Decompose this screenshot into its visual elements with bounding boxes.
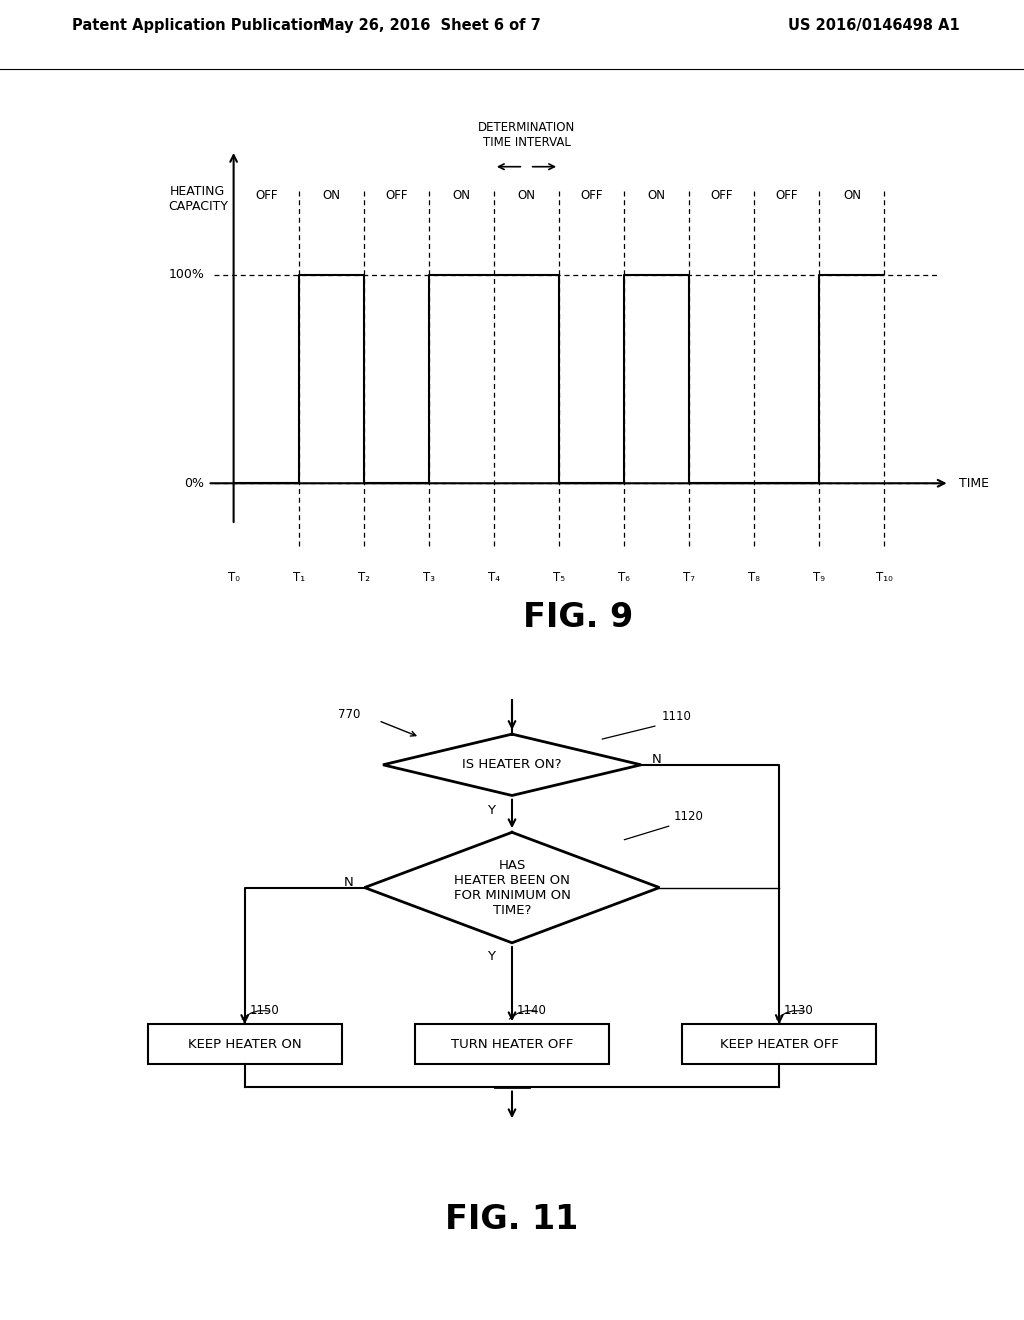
Text: TIME: TIME xyxy=(959,477,989,490)
Text: OFF: OFF xyxy=(581,189,603,202)
Text: T₇: T₇ xyxy=(683,570,695,583)
Text: May 26, 2016  Sheet 6 of 7: May 26, 2016 Sheet 6 of 7 xyxy=(319,18,541,33)
Text: N: N xyxy=(344,876,353,890)
Text: Patent Application Publication: Patent Application Publication xyxy=(72,18,324,33)
Text: T₀: T₀ xyxy=(227,570,240,583)
Text: ON: ON xyxy=(647,189,666,202)
Text: T₅: T₅ xyxy=(553,570,565,583)
Text: 770: 770 xyxy=(338,708,360,721)
Text: Y: Y xyxy=(487,804,496,817)
Text: FIG. 9: FIG. 9 xyxy=(523,601,634,634)
Text: T₂: T₂ xyxy=(357,570,370,583)
Text: T₉: T₉ xyxy=(813,570,825,583)
Text: T₃: T₃ xyxy=(423,570,435,583)
Bar xyxy=(148,1024,342,1064)
Text: HAS
HEATER BEEN ON
FOR MINIMUM ON
TIME?: HAS HEATER BEEN ON FOR MINIMUM ON TIME? xyxy=(454,858,570,916)
Text: 1120: 1120 xyxy=(674,810,703,824)
Text: FIG. 11: FIG. 11 xyxy=(445,1203,579,1236)
Text: 0%: 0% xyxy=(184,477,205,490)
Text: 1130: 1130 xyxy=(784,1003,814,1016)
Text: 100%: 100% xyxy=(168,268,205,281)
Text: 1140: 1140 xyxy=(517,1003,547,1016)
Text: KEEP HEATER ON: KEEP HEATER ON xyxy=(188,1038,301,1051)
Text: T₄: T₄ xyxy=(488,570,500,583)
Text: N: N xyxy=(652,754,662,767)
Text: 1110: 1110 xyxy=(662,710,691,723)
Text: ON: ON xyxy=(453,189,470,202)
Bar xyxy=(416,1024,608,1064)
Text: ON: ON xyxy=(843,189,861,202)
Text: T₁₀: T₁₀ xyxy=(877,570,893,583)
Text: T₆: T₆ xyxy=(618,570,630,583)
Text: IS HEATER ON?: IS HEATER ON? xyxy=(462,758,562,771)
Text: US 2016/0146498 A1: US 2016/0146498 A1 xyxy=(788,18,961,33)
Text: OFF: OFF xyxy=(775,189,798,202)
Text: OFF: OFF xyxy=(711,189,733,202)
Text: ON: ON xyxy=(323,189,340,202)
Text: ON: ON xyxy=(517,189,536,202)
Text: Y: Y xyxy=(487,950,496,962)
Text: HEATING
CAPACITY: HEATING CAPACITY xyxy=(168,185,227,213)
Text: T₈: T₈ xyxy=(749,570,760,583)
Text: OFF: OFF xyxy=(255,189,278,202)
Text: KEEP HEATER OFF: KEEP HEATER OFF xyxy=(720,1038,839,1051)
Text: T₁: T₁ xyxy=(293,570,305,583)
Text: DETERMINATION
TIME INTERVAL: DETERMINATION TIME INTERVAL xyxy=(478,121,575,149)
Text: 1150: 1150 xyxy=(250,1003,280,1016)
Text: TURN HEATER OFF: TURN HEATER OFF xyxy=(451,1038,573,1051)
Text: OFF: OFF xyxy=(385,189,408,202)
Bar xyxy=(683,1024,877,1064)
